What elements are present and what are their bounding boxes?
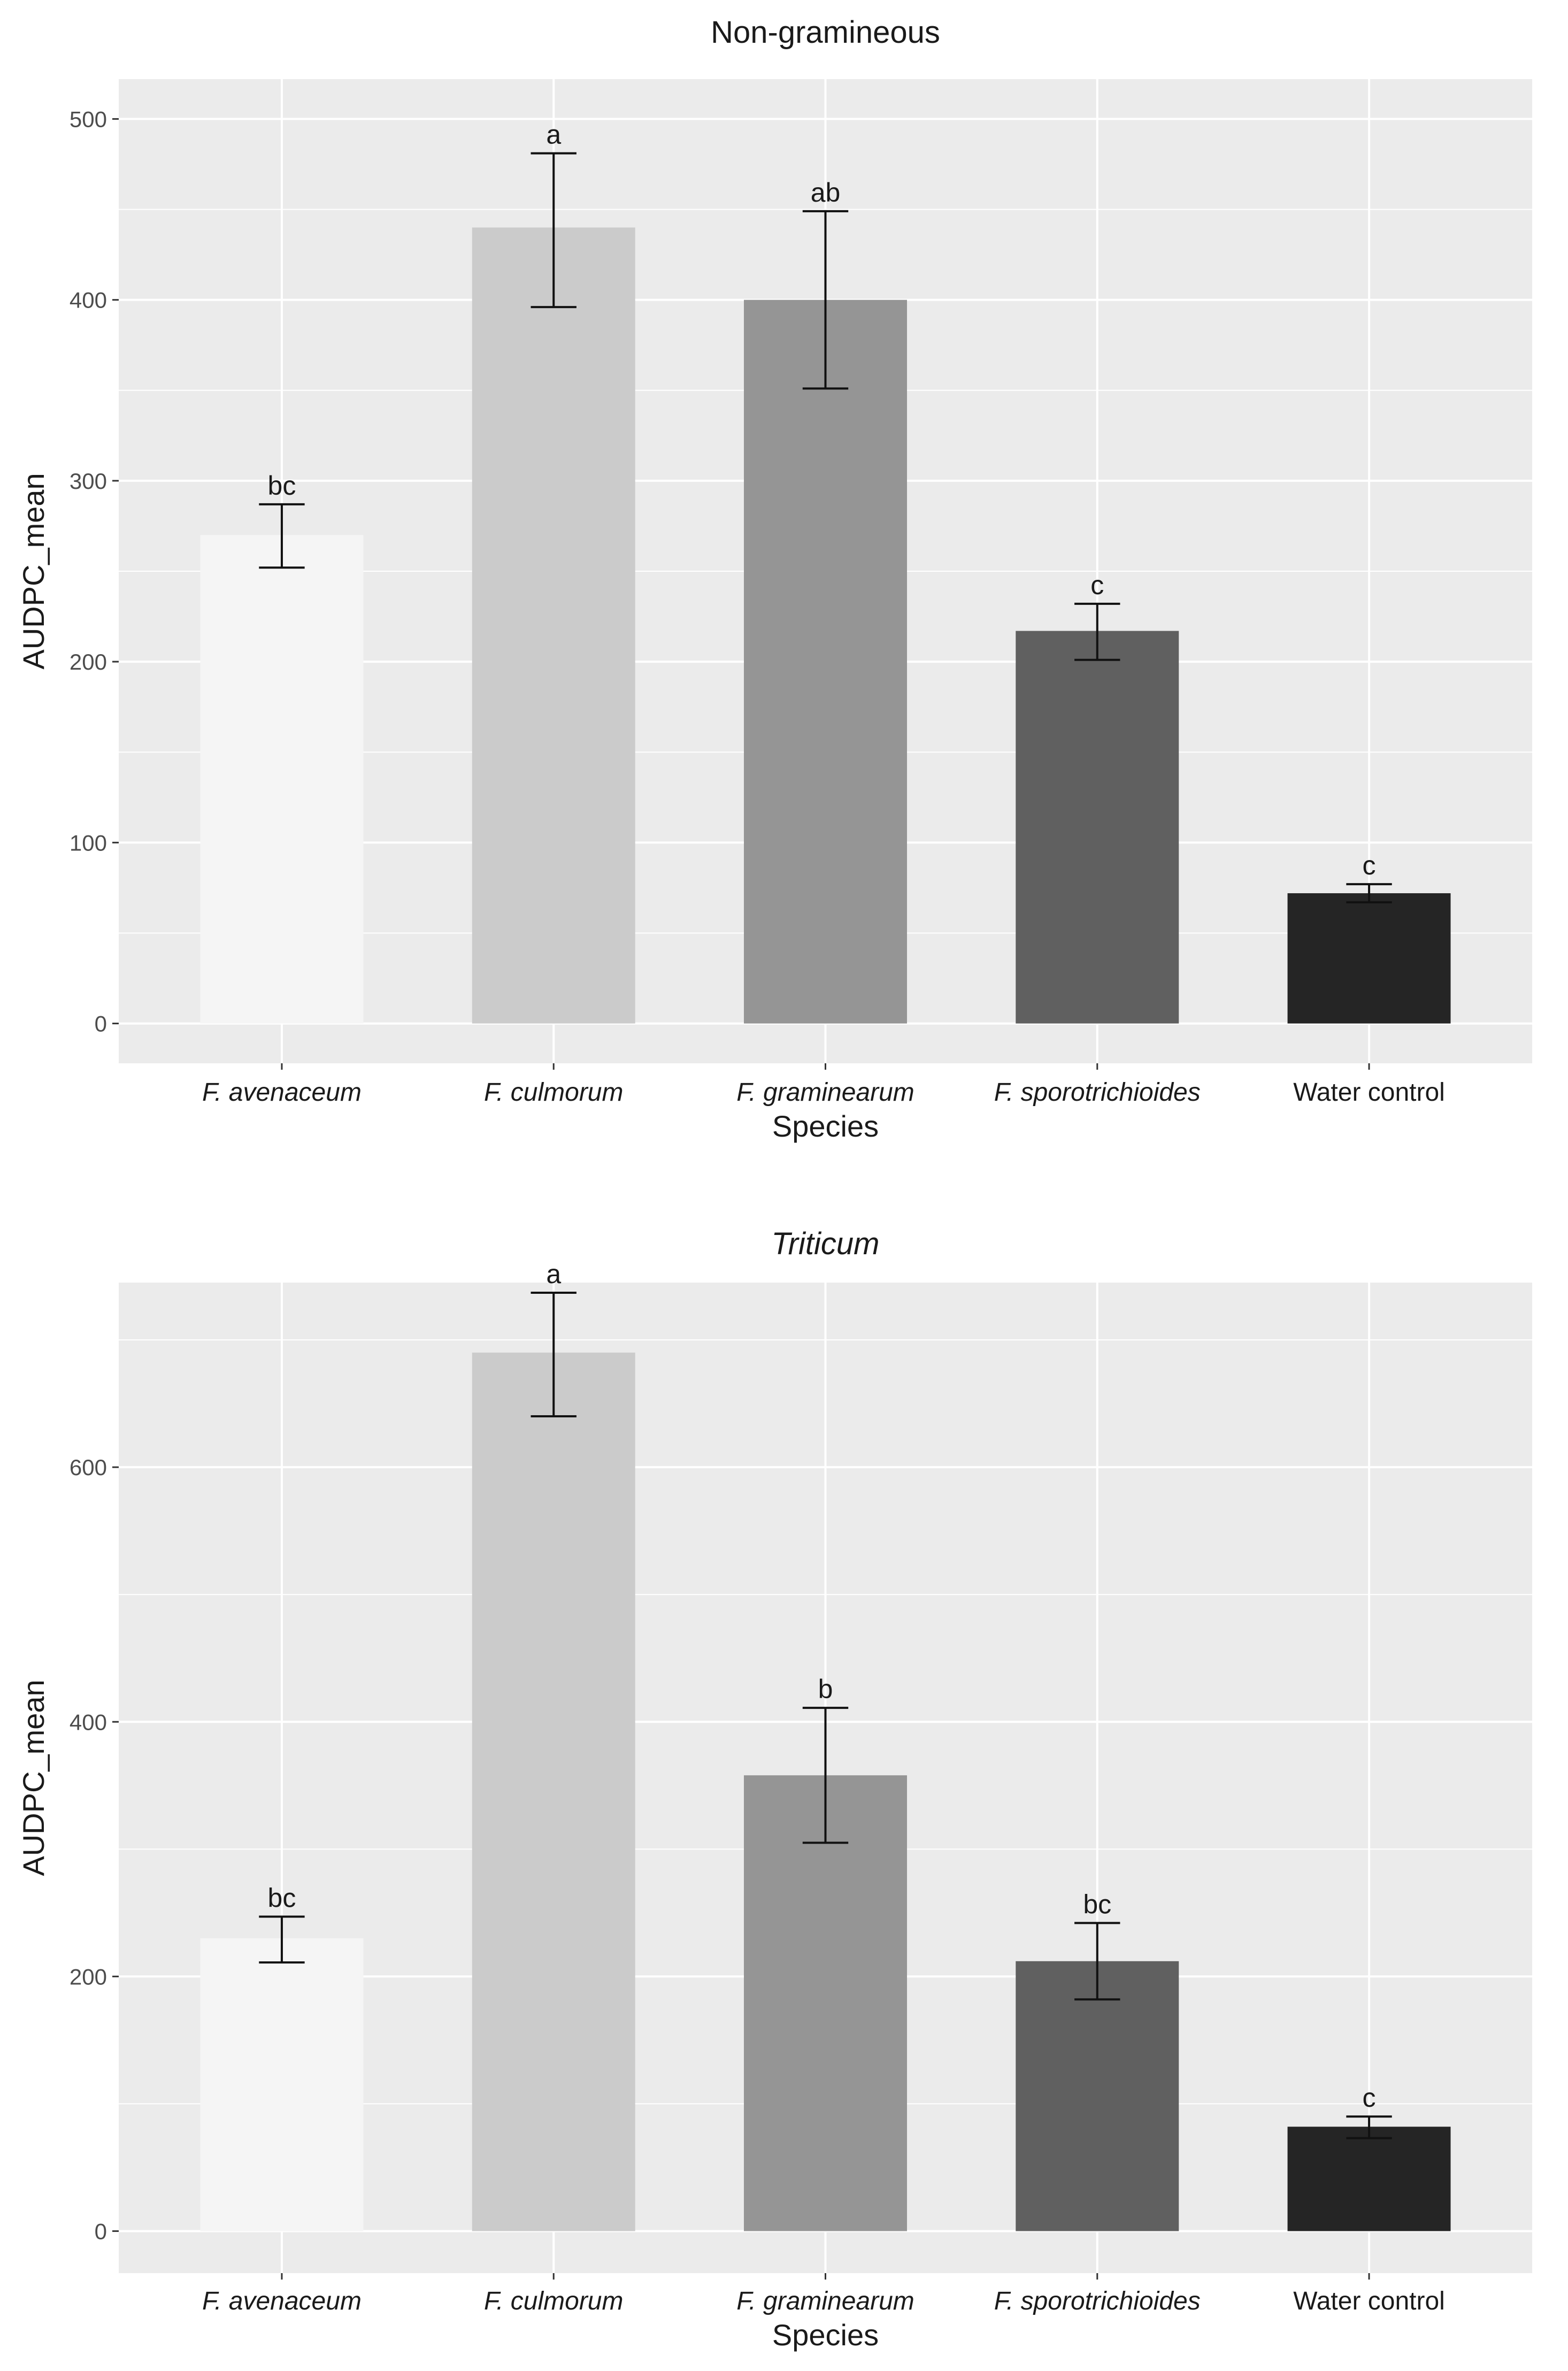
significance-label: a [546,1259,561,1289]
y-tick-label: 600 [70,1455,107,1480]
bar [472,1352,635,2231]
x-tick-label: F. culmorum [484,1078,624,1107]
x-tick-label: F. graminearum [736,2287,914,2315]
chart-panel-triticum: 0 200 400 600 bc a b bc c F. avenaceum F. culmorum… [17,1226,1532,2352]
significance-label: bc [1083,1889,1111,1919]
y-tick-label: 300 [70,469,107,494]
chart-title: Non-gramineous [711,15,940,50]
significance-label: c [1363,850,1376,880]
x-tick-label: Water control [1293,2287,1445,2315]
y-tick-label: 400 [70,288,107,313]
x-tick-label: Water control [1293,1078,1445,1107]
chart-panel-non-gramineous: 0 100 200 300 400 500 bc a ab c c F. avenaceum F. cu… [17,15,1532,1143]
significance-label: a [546,120,561,150]
bar [744,1775,907,2231]
y-axis-label: AUDPC_mean [17,473,50,669]
y-tick-label: 200 [70,649,107,674]
bar [1287,893,1451,1024]
bar [1287,2127,1451,2231]
bar [472,227,635,1024]
x-tick-label: F. avenaceum [202,2287,362,2315]
x-tick-label: F. sporotrichioides [994,1078,1201,1107]
x-tick-label: F. sporotrichioides [994,2287,1201,2315]
significance-label: b [818,1674,833,1704]
chart-title: Triticum [772,1226,880,1261]
significance-label: c [1363,2083,1376,2113]
x-axis-label: Species [772,2318,879,2352]
bar [744,300,907,1024]
y-axis-label: AUDPC_mean [17,1679,50,1876]
significance-label: ab [811,178,841,208]
y-tick-label: 400 [70,1709,107,1735]
bar [1016,631,1179,1024]
y-tick-label: 500 [70,106,107,132]
x-tick-label: F. avenaceum [202,1078,362,1107]
y-tick-label: 0 [95,2219,107,2244]
bar [1016,1961,1179,2231]
y-tick-label: 0 [95,1011,107,1037]
y-tick-label: 200 [70,1964,107,1989]
y-tick-label: 100 [70,830,107,855]
significance-label: c [1090,570,1104,600]
bar [200,1938,364,2231]
bar [200,535,364,1024]
x-axis-label: Species [772,1109,879,1143]
x-tick-label: F. culmorum [484,2287,624,2315]
x-tick-label: F. graminearum [736,1078,914,1107]
significance-label: bc [268,1883,296,1913]
significance-label: bc [268,471,296,501]
